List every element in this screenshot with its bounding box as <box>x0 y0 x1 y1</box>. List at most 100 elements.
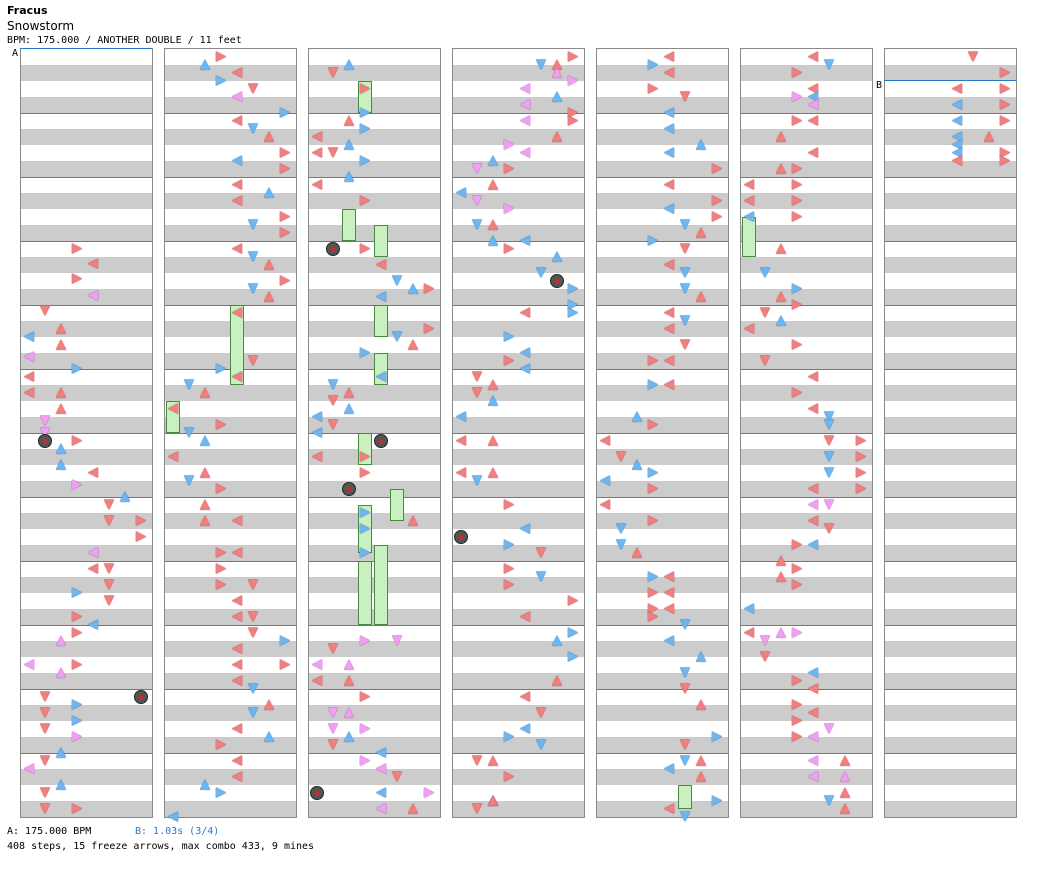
step-arrow-icon: ▶ <box>792 713 802 728</box>
step-arrow-icon: ▲ <box>264 129 274 144</box>
measure-line <box>453 625 584 626</box>
step-arrow-icon: ◀ <box>232 193 242 208</box>
step-arrow-icon: ◀ <box>232 65 242 80</box>
step-arrow-icon: ▼ <box>760 265 770 280</box>
step-arrow-icon: ▼ <box>760 305 770 320</box>
measure-line <box>885 497 1016 498</box>
step-arrow-icon: ▲ <box>696 753 706 768</box>
bpm-marker-b-line <box>884 80 1016 81</box>
step-arrow-icon: ▶ <box>216 785 226 800</box>
step-arrow-icon: ▶ <box>216 561 226 576</box>
step-arrow-icon: ◀ <box>808 729 818 744</box>
step-arrow-icon: ▼ <box>680 737 690 752</box>
step-arrow-icon: ▲ <box>488 753 498 768</box>
mine-icon <box>38 434 52 448</box>
step-arrow-icon: ▶ <box>856 481 866 496</box>
step-arrow-icon: ▶ <box>504 729 514 744</box>
freeze-arrow <box>678 785 692 809</box>
step-arrow-icon: ◀ <box>456 433 466 448</box>
step-arrow-icon: ▼ <box>392 769 402 784</box>
step-arrow-icon: ▼ <box>104 577 114 592</box>
step-arrow-icon: ▶ <box>792 385 802 400</box>
step-arrow-icon: ▶ <box>792 209 802 224</box>
measure-line <box>21 433 152 434</box>
step-arrow-icon: ▲ <box>264 289 274 304</box>
step-arrow-icon: ◀ <box>808 705 818 720</box>
measure-line <box>309 433 440 434</box>
measure-line <box>597 625 728 626</box>
step-arrow-icon: ▲ <box>552 633 562 648</box>
step-arrow-icon: ▲ <box>56 777 66 792</box>
step-arrow-icon: ▲ <box>488 153 498 168</box>
measure-line <box>597 753 728 754</box>
step-arrow-icon: ▶ <box>360 545 370 560</box>
step-arrow-icon: ▶ <box>280 273 290 288</box>
step-arrow-icon: ▼ <box>680 313 690 328</box>
step-arrow-icon: ◀ <box>600 433 610 448</box>
measure-line <box>741 497 872 498</box>
step-arrow-icon: ▶ <box>360 505 370 520</box>
step-arrow-icon: ▶ <box>648 377 658 392</box>
step-arrow-icon: ◀ <box>808 481 818 496</box>
step-arrow-icon: ▼ <box>824 521 834 536</box>
step-arrow-icon: ▶ <box>72 713 82 728</box>
step-arrow-icon: ◀ <box>664 201 674 216</box>
step-arrow-icon: ▼ <box>328 641 338 656</box>
step-arrow-icon: ▲ <box>408 337 418 352</box>
step-arrow-icon: ▼ <box>40 689 50 704</box>
step-arrow-icon: ◀ <box>24 349 34 364</box>
measure-line <box>21 689 152 690</box>
step-arrow-icon: ▲ <box>632 457 642 472</box>
step-arrow-icon: ◀ <box>376 369 386 384</box>
measure-line <box>165 561 296 562</box>
measure-line <box>597 497 728 498</box>
step-arrow-icon: ◀ <box>232 753 242 768</box>
step-arrow-icon: ▶ <box>792 177 802 192</box>
step-arrow-icon: ▶ <box>72 801 82 816</box>
step-arrow-icon: ◀ <box>312 409 322 424</box>
step-arrow-icon: ▶ <box>216 577 226 592</box>
step-arrow-icon: ◀ <box>232 657 242 672</box>
step-arrow-icon: ◀ <box>168 809 178 824</box>
step-arrow-icon: ◀ <box>664 761 674 776</box>
step-arrow-icon: ▶ <box>1000 97 1010 112</box>
measure-line <box>885 561 1016 562</box>
mine-icon <box>550 274 564 288</box>
step-arrow-icon: ▼ <box>104 497 114 512</box>
step-arrow-icon: ◀ <box>456 409 466 424</box>
step-arrow-icon: ▶ <box>504 497 514 512</box>
step-arrow-icon: ▶ <box>504 201 514 216</box>
step-arrow-icon: ▶ <box>648 353 658 368</box>
step-arrow-icon: ▲ <box>344 729 354 744</box>
step-arrow-icon: ◀ <box>808 81 818 96</box>
measure-line <box>309 113 440 114</box>
step-arrow-icon: ◀ <box>232 153 242 168</box>
step-arrow-icon: ▼ <box>680 337 690 352</box>
step-arrow-icon: ▲ <box>264 185 274 200</box>
freeze-arrow <box>342 209 356 241</box>
step-arrow-icon: ▶ <box>360 81 370 96</box>
measure-line <box>741 433 872 434</box>
step-arrow-icon: ◀ <box>952 81 962 96</box>
step-arrow-icon: ▶ <box>648 465 658 480</box>
step-arrow-icon: ▶ <box>424 321 434 336</box>
step-arrow-icon: ◀ <box>232 545 242 560</box>
step-arrow-icon: ◀ <box>376 785 386 800</box>
measure-line <box>885 689 1016 690</box>
step-arrow-icon: ▶ <box>360 465 370 480</box>
measure-line <box>741 561 872 562</box>
step-arrow-icon: ▲ <box>488 377 498 392</box>
step-arrow-icon: ◀ <box>312 673 322 688</box>
step-arrow-icon: ▶ <box>648 585 658 600</box>
step-arrow-icon: ▶ <box>712 729 722 744</box>
step-arrow-icon: ▶ <box>712 793 722 808</box>
freeze-arrow <box>390 489 404 521</box>
measure-line <box>453 753 584 754</box>
step-arrow-icon: ▶ <box>280 657 290 672</box>
step-arrow-icon: ▲ <box>200 777 210 792</box>
step-arrow-icon: ▲ <box>840 801 850 816</box>
step-arrow-icon: ▶ <box>568 625 578 640</box>
step-arrow-icon: ▲ <box>696 697 706 712</box>
step-arrow-icon: ▲ <box>56 385 66 400</box>
step-arrow-icon: ◀ <box>808 401 818 416</box>
